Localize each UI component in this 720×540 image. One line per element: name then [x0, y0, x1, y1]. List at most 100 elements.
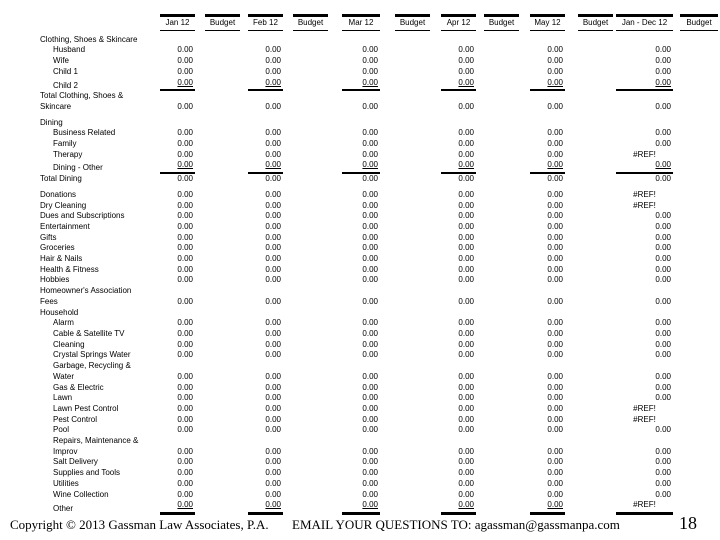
table-row: Utilities 0.00 0.00 0.00 0.00 0.00 0.00: [0, 479, 718, 490]
value-cell: 0.00: [328, 350, 380, 361]
budget-cell: [380, 113, 430, 129]
cell-value: 0.00: [362, 318, 378, 328]
budget-cell: [673, 490, 718, 501]
table-row: Dining: [0, 113, 718, 129]
cell-value: 0.00: [547, 264, 563, 274]
value-cell: 0.00: [240, 340, 283, 351]
budget-cell: [476, 286, 519, 307]
total-label: Total Dining: [40, 174, 82, 184]
cell-value: 0.00: [458, 232, 474, 242]
cell-value: 0.00: [177, 101, 193, 111]
budget-cell: [565, 265, 613, 276]
budget-cell: [283, 265, 328, 276]
table-row: Lawn Pest Control 0.00 0.00 0.00 0.00 0.00 #RE…: [0, 404, 718, 415]
cell-value: 0.00: [655, 296, 671, 306]
budget-cell: [565, 468, 613, 479]
value-cell: 0.00: [160, 150, 195, 161]
budget-cell: [195, 308, 240, 319]
cell-value: 0.00: [177, 77, 193, 87]
cell-value: 0.00: [547, 478, 563, 488]
value-cell: 0.00: [160, 404, 195, 415]
value-cell: 0.00: [328, 425, 380, 436]
cell-value: 0.00: [458, 275, 474, 285]
cell-value: 0.00: [177, 275, 193, 285]
value-cell: 0.00: [430, 91, 476, 112]
cell-value: 0.00: [265, 371, 281, 381]
budget-cell: [283, 78, 328, 92]
cell-value: 0.00: [177, 489, 193, 499]
table-row: Supplies and Tools 0.00 0.00 0.00 0.00 0.00 0.…: [0, 468, 718, 479]
row-label: Child 2: [53, 80, 78, 90]
value-cell: #REF!: [613, 150, 673, 161]
cell-value: 0.00: [265, 500, 281, 510]
budget-cell: [283, 201, 328, 212]
cell-value: 0.00: [458, 174, 474, 184]
cell-value: 0.00: [458, 128, 474, 138]
cell-value: 0.00: [458, 45, 474, 55]
cell-value: 0.00: [362, 264, 378, 274]
value-cell: 0.00: [519, 222, 565, 233]
budget-cell: [283, 211, 328, 222]
cell-value: 0.00: [547, 318, 563, 328]
budget-cell: [476, 222, 519, 233]
value-cell: 0.00: [430, 350, 476, 361]
cell-value: 0.00: [458, 264, 474, 274]
value-cell: 0.00: [430, 500, 476, 515]
cell-value: 0.00: [265, 160, 281, 170]
budget-cell: [673, 139, 718, 150]
value-cell: 0.00: [613, 91, 673, 112]
table-row: Garbage, Recycling & Water 0.00 0.00 0.00 0.…: [0, 361, 718, 382]
cell-value: 0.00: [458, 221, 474, 231]
value-cell: 0.00: [519, 350, 565, 361]
cell-value: 0.00: [177, 446, 193, 456]
cell-value: 0.00: [458, 350, 474, 360]
value-cell: 0.00: [240, 329, 283, 340]
row-label: Wife: [53, 56, 69, 66]
value-cell: 0.00: [430, 150, 476, 161]
budget-cell: [195, 383, 240, 394]
value-cell: 0.00: [519, 383, 565, 394]
subtotal-rule: 0.00: [342, 500, 380, 515]
cell-value: 0.00: [177, 221, 193, 231]
row-label: Business Related: [53, 128, 116, 138]
value-cell: 0.00: [519, 479, 565, 490]
value-cell: 0.00: [160, 425, 195, 436]
value-cell: 0.00: [328, 393, 380, 404]
value-cell: 0.00: [613, 174, 673, 185]
value-cell: 0.00: [613, 211, 673, 222]
value-cell: 0.00: [328, 222, 380, 233]
cell-value: 0.00: [547, 489, 563, 499]
table-row: Child 2 0.00 0.00 0.00 0.00 0.00 0.00: [0, 78, 718, 92]
table-row: Wife 0.00 0.00 0.00 0.00 0.00 0.00: [0, 56, 718, 67]
cell-value: 0.00: [265, 318, 281, 328]
row-label: Child 1: [53, 66, 78, 76]
budget-cell: [673, 361, 718, 382]
cell-value: 0.00: [362, 500, 378, 510]
value-cell: 0.00: [613, 222, 673, 233]
cell-value: 0.00: [177, 200, 193, 210]
value-cell: 0.00: [240, 425, 283, 436]
budget-cell: [283, 113, 328, 129]
budget-cell: [283, 233, 328, 244]
value-cell: [160, 308, 195, 319]
budget-cell: [673, 404, 718, 415]
row-label: Family: [53, 139, 77, 149]
budget-cell: [380, 160, 430, 174]
subtotal-rule: 0.00: [530, 78, 565, 92]
budget-cell: [195, 275, 240, 286]
row-label: Dues and Subscriptions: [40, 211, 125, 221]
row-label: Husband: [53, 45, 86, 55]
value-cell: #REF!: [613, 201, 673, 212]
subtotal-rule: 0.00: [342, 160, 380, 175]
cell-value: 0.00: [547, 254, 563, 264]
cell-value: 0.00: [265, 232, 281, 242]
footer-copyright: Copyright © 2013 Gassman Law Associates,…: [10, 517, 269, 532]
cell-value: 0.00: [362, 328, 378, 338]
value-cell: 0.00: [519, 436, 565, 457]
budget-cell: [283, 415, 328, 426]
value-cell: 0.00: [613, 383, 673, 394]
cell-value: 0.00: [265, 56, 281, 66]
budget-cell: [283, 275, 328, 286]
cell-value: 0.00: [177, 393, 193, 403]
budget-cell: [283, 91, 328, 112]
